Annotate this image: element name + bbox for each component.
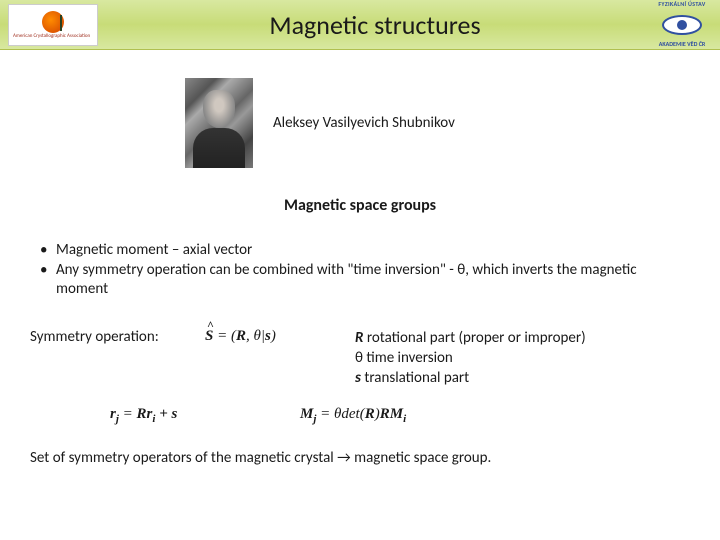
eq-formula-shat: S = (R, θ|s) [205, 328, 355, 345]
portrait-row: Aleksey Vasilyevich Shubnikov [0, 78, 720, 168]
portrait-image [185, 78, 253, 168]
equation-row-2: rj = Rri + s Mj = θdet(R)RMi [30, 406, 700, 425]
page-title: Magnetic structures [98, 9, 652, 41]
bullet-1: Magnetic moment – axial vector [40, 241, 680, 261]
logo-left-aca: American Crystallographic Association [8, 4, 98, 46]
footer-line: Set of symmetry operators of the magneti… [0, 449, 720, 467]
eq-rj: rj = Rri + s [110, 406, 300, 425]
section-subtitle: Magnetic space groups [0, 196, 720, 215]
logo-right-fzu: FYZIKÁLNÍ ÚSTAV AKADEMIE VĚD ČR [652, 2, 712, 48]
eq-label: Symmetry operation: [30, 328, 205, 346]
logo-right-top: FYZIKÁLNÍ ÚSTAV [658, 0, 705, 8]
logo-left-text: American Crystallographic Association [9, 34, 97, 39]
equation-section: Symmetry operation: S = (R, θ|s) R rotat… [0, 328, 720, 426]
logo-right-bottom: AKADEMIE VĚD ČR [659, 40, 706, 48]
eq-mj: Mj = θdet(R)RMi [300, 406, 406, 425]
portrait-name: Aleksey Vasilyevich Shubnikov [273, 114, 455, 132]
symmetry-operation-row: Symmetry operation: S = (R, θ|s) R rotat… [30, 328, 700, 389]
eq-definitions: R rotational part (proper or improper) θ… [355, 328, 700, 389]
bullet-list: Magnetic moment – axial vector Any symme… [0, 241, 720, 300]
eye-icon [662, 15, 702, 35]
header-bar: American Crystallographic Association Ma… [0, 0, 720, 50]
bullet-2: Any symmetry operation can be combined w… [40, 261, 680, 300]
